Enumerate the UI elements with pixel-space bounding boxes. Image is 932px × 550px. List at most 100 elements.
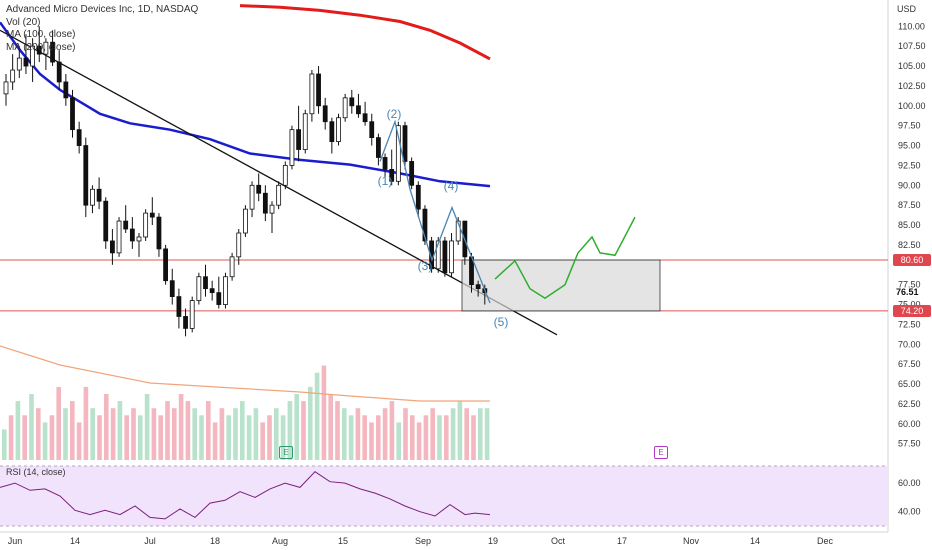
candle-down bbox=[123, 220, 129, 230]
volume-bar bbox=[151, 408, 157, 460]
legend-ma-200: MA (200, close) bbox=[6, 41, 76, 53]
price-tick-label: 70.00 bbox=[898, 339, 921, 349]
price-tick-label: 97.50 bbox=[898, 121, 921, 131]
candle-down bbox=[362, 113, 368, 123]
price-tag-support: 74.20 bbox=[893, 304, 931, 317]
volume-bar bbox=[274, 408, 279, 460]
candle-up bbox=[189, 300, 195, 329]
volume-bar bbox=[471, 415, 476, 460]
rsi-tick-label: 40.00 bbox=[898, 507, 921, 517]
forecast-path bbox=[494, 216, 636, 300]
volume-bar bbox=[382, 408, 388, 460]
candle-down bbox=[209, 288, 215, 294]
legend-ma-100: MA (100, close) bbox=[6, 29, 76, 40]
volume-bar bbox=[253, 408, 259, 460]
price-tick-label: 107.50 bbox=[898, 41, 926, 51]
price-tick-label: 87.50 bbox=[898, 200, 921, 210]
wave-label: (5) bbox=[494, 315, 509, 329]
volume-bar bbox=[348, 415, 354, 460]
time-tick-label: Sep bbox=[415, 536, 431, 546]
price-tick-label: 92.50 bbox=[898, 160, 921, 170]
candle-up bbox=[143, 212, 149, 238]
volume-bar bbox=[110, 408, 116, 460]
volume-bar bbox=[328, 394, 333, 460]
volume-bar bbox=[478, 408, 483, 460]
volume-bar bbox=[138, 415, 143, 460]
volume-bar bbox=[240, 401, 245, 460]
candle-up bbox=[309, 73, 315, 115]
volume-bar bbox=[212, 422, 218, 460]
volume-bar bbox=[430, 408, 435, 460]
volume-bar bbox=[2, 429, 7, 460]
wave-label: (2) bbox=[387, 107, 402, 121]
volume-bar bbox=[8, 415, 14, 460]
time-tick-label: 17 bbox=[617, 536, 627, 546]
volume-bar bbox=[63, 408, 68, 460]
volume-bar bbox=[199, 415, 204, 460]
price-tick-label: 77.50 bbox=[898, 280, 921, 290]
volume-bar bbox=[403, 408, 408, 460]
price-tick-label: 62.50 bbox=[898, 399, 921, 409]
candle-up bbox=[435, 240, 441, 270]
price-tag-resistance: 80.60 bbox=[893, 254, 931, 267]
volume-bar bbox=[172, 408, 177, 460]
candle-up bbox=[223, 276, 228, 305]
candle-up bbox=[342, 97, 348, 119]
ma-100-line bbox=[0, 21, 491, 188]
volume-bar bbox=[423, 415, 429, 460]
candle-up bbox=[455, 220, 461, 242]
candle-down bbox=[176, 296, 182, 317]
elliott-wave-path bbox=[379, 119, 491, 304]
candle-down bbox=[329, 121, 335, 142]
volume-bar bbox=[226, 415, 231, 460]
volume-bar bbox=[178, 394, 184, 460]
volume-bar bbox=[376, 415, 381, 460]
volume-bar bbox=[437, 415, 442, 460]
price-tick-label: 75.00 bbox=[898, 300, 921, 310]
earnings-marker[interactable]: E bbox=[279, 446, 293, 459]
volume-bar bbox=[464, 408, 469, 460]
volume-bar bbox=[396, 422, 401, 460]
wave-label: (4) bbox=[444, 179, 459, 193]
candle-up bbox=[16, 57, 22, 71]
candle-layer bbox=[3, 26, 488, 337]
candle-up bbox=[90, 188, 95, 206]
candle-down bbox=[296, 129, 302, 150]
time-tick-label: Nov bbox=[683, 536, 700, 546]
price-tick-label: 82.50 bbox=[898, 240, 921, 250]
candle-down bbox=[83, 145, 89, 206]
candle-down bbox=[442, 240, 448, 274]
earnings-marker[interactable]: E bbox=[654, 446, 668, 459]
volume-bar bbox=[90, 408, 95, 460]
price-tick-label: 67.50 bbox=[898, 359, 921, 369]
time-tick-label: Aug bbox=[272, 536, 288, 546]
volume-bar bbox=[29, 394, 34, 460]
candle-down bbox=[375, 137, 381, 158]
candle-down bbox=[129, 228, 135, 242]
volume-bar bbox=[362, 415, 367, 460]
candle-down bbox=[23, 57, 29, 67]
candle-down bbox=[163, 248, 169, 282]
wave-label: (3) bbox=[418, 259, 433, 273]
candle-up bbox=[282, 165, 288, 186]
candle-down bbox=[96, 188, 102, 202]
target-zone-box bbox=[461, 259, 661, 312]
candle-down bbox=[103, 200, 109, 242]
candle-up bbox=[302, 113, 308, 150]
time-tick-label: 14 bbox=[750, 536, 760, 546]
candle-down bbox=[70, 97, 75, 131]
candle-up bbox=[269, 204, 275, 214]
price-tick-label: 110.00 bbox=[898, 21, 925, 31]
volume-bar bbox=[484, 408, 490, 460]
price-axis-background bbox=[888, 0, 932, 550]
rsi-band bbox=[0, 466, 888, 526]
volume-bar bbox=[22, 415, 27, 460]
price-tick-label: 60.00 bbox=[898, 419, 921, 429]
candle-down bbox=[402, 125, 408, 162]
volume-bar bbox=[246, 415, 252, 460]
rsi-pane: 60.00 40.00 bbox=[0, 465, 921, 527]
volume-bar bbox=[49, 415, 55, 460]
volume-bar bbox=[56, 386, 61, 460]
candle-down bbox=[389, 168, 395, 182]
